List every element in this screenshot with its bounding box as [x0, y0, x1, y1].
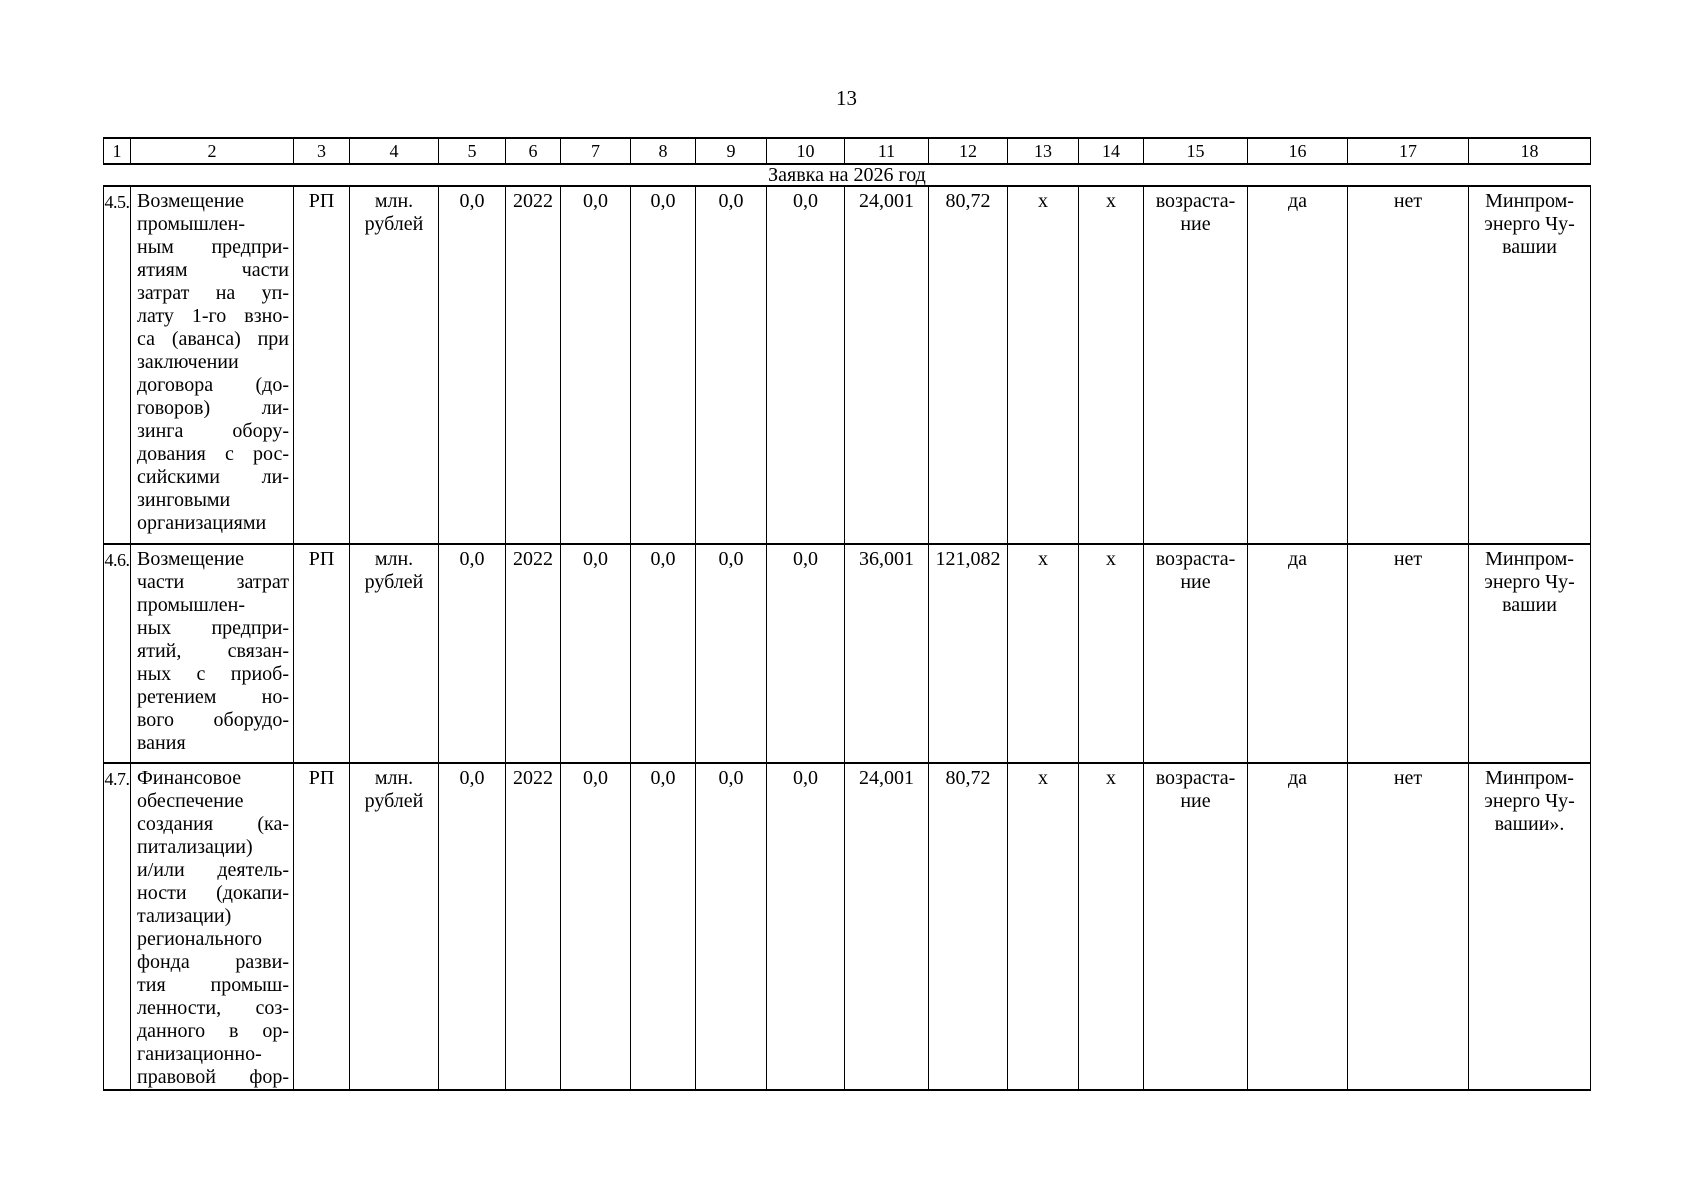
value-cell: 0,0 [695, 185, 767, 545]
column-number: 7 [560, 137, 631, 165]
column-number: 6 [505, 137, 561, 165]
column-number: 12 [928, 137, 1008, 165]
responsible-type: РП [293, 762, 350, 1091]
value-cell: 0,0 [560, 543, 631, 764]
flag-no: нет [1347, 762, 1469, 1091]
value-cell: 0,0 [560, 185, 631, 545]
column-number: 9 [695, 137, 767, 165]
value-cell: 24,001 [844, 762, 929, 1091]
column-number: 1 [103, 137, 131, 165]
measure-name: Финансовое обеспечение создания (ка- пит… [130, 762, 294, 1091]
column-number: 2 [130, 137, 294, 165]
x-mark: х [1078, 762, 1144, 1091]
executor: Минпром- энерго Чу- вашии». [1468, 762, 1591, 1091]
x-mark: х [1007, 762, 1079, 1091]
row-index: 4.5. [103, 185, 131, 545]
x-mark: х [1078, 543, 1144, 764]
column-number: 5 [438, 137, 506, 165]
page-number: 13 [836, 86, 857, 110]
value-cell: 0,0 [438, 185, 506, 545]
unit: млн. рублей [349, 543, 439, 764]
value-cell: 0,0 [695, 543, 767, 764]
flag-yes: да [1247, 543, 1348, 764]
value-cell: 0,0 [438, 543, 506, 764]
row-index: 4.6. [103, 543, 131, 764]
flag-yes: да [1247, 185, 1348, 545]
value-cell: 121,082 [928, 543, 1008, 764]
measure-name: Возмещение промышлен- ным предпри- ятиям… [130, 185, 294, 545]
x-mark: х [1007, 543, 1079, 764]
value-cell: 24,001 [844, 185, 929, 545]
value-cell: 80,72 [928, 185, 1008, 545]
column-number: 10 [766, 137, 845, 165]
table-row: 4.7. Финансовое обеспечение создания (ка… [103, 762, 1591, 1091]
value-cell: 2022 [505, 185, 561, 545]
executor: Минпром- энерго Чу- вашии [1468, 185, 1591, 545]
value-cell: 80,72 [928, 762, 1008, 1091]
value-cell: 0,0 [766, 543, 845, 764]
value-cell: 0,0 [630, 762, 696, 1091]
column-number: 3 [293, 137, 350, 165]
value-cell: 0,0 [695, 762, 767, 1091]
value-cell: 0,0 [630, 185, 696, 545]
value-cell: 2022 [505, 543, 561, 764]
section-header: Заявка на 2026 год [103, 163, 1591, 187]
row-index: 4.7. [103, 762, 131, 1091]
trend: возраста- ние [1143, 762, 1248, 1091]
value-cell: 36,001 [844, 543, 929, 764]
flag-yes: да [1247, 762, 1348, 1091]
x-mark: х [1007, 185, 1079, 545]
column-number: 17 [1347, 137, 1469, 165]
measure-name: Возмещение части затрат промышлен- ных п… [130, 543, 294, 764]
column-number: 18 [1468, 137, 1591, 165]
table-row: 4.5. Возмещение промышлен- ным предпри- … [103, 185, 1591, 545]
value-cell: 0,0 [560, 762, 631, 1091]
data-table: 1 2 3 4 5 6 7 8 9 10 11 12 13 14 15 16 1… [103, 137, 1591, 1091]
value-cell: 0,0 [630, 543, 696, 764]
column-numbers-row: 1 2 3 4 5 6 7 8 9 10 11 12 13 14 15 16 1… [103, 137, 1591, 165]
responsible-type: РП [293, 185, 350, 545]
column-number: 14 [1078, 137, 1144, 165]
column-number: 11 [844, 137, 929, 165]
value-cell: 0,0 [766, 762, 845, 1091]
value-cell: 2022 [505, 762, 561, 1091]
flag-no: нет [1347, 543, 1469, 764]
flag-no: нет [1347, 185, 1469, 545]
column-number: 4 [349, 137, 439, 165]
column-number: 8 [630, 137, 696, 165]
unit: млн. рублей [349, 185, 439, 545]
responsible-type: РП [293, 543, 350, 764]
column-number: 16 [1247, 137, 1348, 165]
value-cell: 0,0 [766, 185, 845, 545]
x-mark: х [1078, 185, 1144, 545]
trend: возраста- ние [1143, 185, 1248, 545]
section-header-row: Заявка на 2026 год [103, 163, 1591, 187]
unit: млн. рублей [349, 762, 439, 1091]
column-number: 13 [1007, 137, 1079, 165]
trend: возраста- ние [1143, 543, 1248, 764]
executor: Минпром- энерго Чу- вашии [1468, 543, 1591, 764]
column-number: 15 [1143, 137, 1248, 165]
value-cell: 0,0 [438, 762, 506, 1091]
table-row: 4.6. Возмещение части затрат промышлен- … [103, 543, 1591, 764]
